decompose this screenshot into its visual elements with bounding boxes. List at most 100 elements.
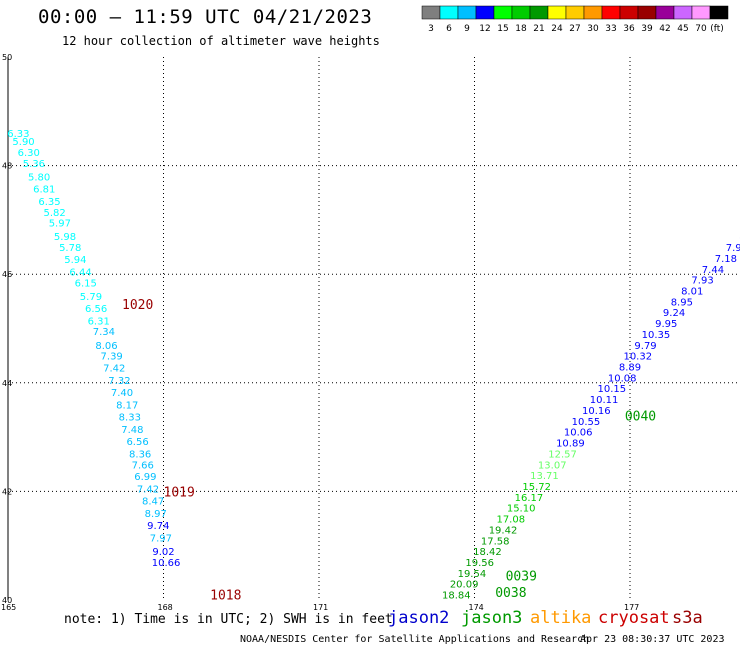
colorbar-label: 18: [515, 24, 527, 34]
swh-point-label: 6.56: [126, 437, 148, 448]
swh-point-label: 8.89: [619, 363, 641, 374]
colorbar-label: (ft): [710, 24, 724, 34]
swh-point-label: 6.56: [85, 304, 107, 315]
swh-point-label: 6.35: [38, 197, 60, 208]
y-tick-label: 42: [2, 487, 12, 496]
colorbar-label: 27: [569, 24, 580, 34]
swh-point-label: 10.11: [590, 395, 619, 406]
time-label: 0039: [506, 570, 537, 585]
colorbar-label: 21: [533, 24, 544, 34]
swh-point-label: 8.01: [681, 286, 703, 297]
swh-point-label: 10.66: [152, 558, 181, 569]
swh-point-label: 7.39: [101, 352, 123, 363]
credit-text: NOAA/NESDIS Center for Satellite Applica…: [240, 634, 590, 645]
swh-point-label: 9.95: [655, 319, 677, 330]
footer-note: note: 1) Time is in UTC; 2) SWH is in fe…: [64, 612, 393, 627]
swh-point-label: 8.95: [671, 297, 693, 308]
swh-point-label: 10.06: [564, 428, 593, 439]
swh-point-label: 13.07: [538, 460, 567, 471]
swh-point-label: 8.33: [119, 412, 141, 423]
swh-point-label: 5.97: [49, 219, 71, 230]
swh-point-label: 10.16: [582, 406, 611, 417]
swh-point-label: 10.55: [572, 417, 601, 428]
colorbar-label: 3: [428, 24, 434, 34]
swh-point-label: 13.71: [530, 471, 559, 482]
swh-point-label: 6.31: [88, 316, 110, 327]
swh-point-label: 17.08: [496, 515, 525, 526]
swh-point-label: 18.64: [434, 601, 463, 612]
swh-point-label: 5.80: [28, 172, 50, 183]
swh-point-label: 7.97: [150, 534, 172, 545]
y-tick-label: 44: [2, 379, 12, 388]
colorbar-label: 24: [551, 24, 563, 34]
swh-point-label: 10.08: [608, 373, 637, 384]
swh-point-label: 8.97: [145, 509, 167, 520]
swh-point-label: 5.36: [23, 159, 45, 170]
colorbar-label: 12: [479, 24, 490, 34]
swh-point-label: 20.09: [450, 580, 479, 591]
colorbar-label: 42: [659, 24, 670, 34]
swh-point-label: 19.42: [489, 525, 518, 536]
swh-point-label: 7.40: [111, 388, 133, 399]
chart-title: 00:00 – 11:59 UTC 04/21/2023: [38, 6, 373, 28]
swh-point-label: 18.42: [473, 547, 502, 558]
swh-point-label: 8.36: [129, 449, 151, 460]
x-tick-label: 168: [158, 603, 173, 612]
swh-point-label: 10.89: [556, 439, 585, 450]
swh-point-label: 9.02: [152, 547, 174, 558]
swh-point-label: 6.44: [69, 267, 91, 278]
colorbar-label: 9: [464, 24, 470, 34]
swh-point-label: 7.34: [93, 327, 115, 338]
swh-point-label: 15.10: [507, 504, 536, 515]
legend-jason2: jason2: [388, 608, 450, 628]
time-label: 0038: [495, 586, 526, 601]
swh-point-label: 7.18: [715, 254, 737, 265]
x-tick-label: 165: [1, 603, 16, 612]
swh-point-label: 9.79: [634, 341, 656, 352]
swh-point-label: 5.82: [44, 208, 66, 219]
swh-point-label: 8.47: [142, 497, 164, 508]
swh-point-label: 18.84: [442, 591, 471, 602]
chart-subtitle: 12 hour collection of altimeter wave hei…: [62, 34, 380, 48]
swh-point-label: 7.93: [691, 276, 713, 287]
swh-point-label: 5.90: [12, 137, 34, 148]
y-tick-label: 50: [2, 53, 12, 62]
swh-point-label: 8.06: [95, 341, 117, 352]
swh-point-label: 9.74: [147, 521, 169, 532]
x-tick-label: 174: [469, 603, 484, 612]
x-tick-label: 177: [624, 603, 639, 612]
swh-point-label: 7.9: [726, 243, 740, 254]
swh-point-label: 7.48: [121, 425, 143, 436]
colorbar-label: 39: [641, 24, 653, 34]
legend-jason3: jason3: [461, 608, 523, 628]
colorbar-label: 6: [446, 24, 452, 34]
colorbar-label: 70: [695, 24, 707, 34]
colorbar-label: 33: [605, 24, 616, 34]
swh-point-label: 10.32: [623, 352, 652, 363]
swh-point-label: 6.81: [33, 184, 55, 195]
swh-point-label: 10.35: [642, 330, 671, 341]
time-label: 1020: [122, 298, 153, 313]
colorbar-label: 36: [623, 24, 635, 34]
swh-point-label: 19.56: [465, 558, 494, 569]
swh-point-label: 17.58: [481, 536, 510, 547]
swh-point-label: 9.24: [663, 308, 685, 319]
swh-point-label: 5.79: [80, 292, 102, 303]
y-tick-label: 40: [2, 596, 12, 605]
swh-point-label: 5.94: [64, 255, 86, 266]
swh-point-label: 15.72: [522, 482, 551, 493]
colorbar-swatch: [709, 5, 729, 20]
time-label: 0040: [625, 409, 656, 424]
legend-s3a: s3a: [672, 608, 703, 628]
legend-cryosat: cryosat: [598, 608, 670, 628]
swh-point-label: 6.33: [7, 129, 29, 140]
time-label: 1018: [210, 589, 241, 604]
swh-point-label: 6.30: [18, 148, 40, 159]
time-label: 1019: [164, 485, 195, 500]
swh-point-label: 7.66: [132, 460, 154, 471]
legend-altika: altika: [530, 608, 592, 628]
x-tick-label: 171: [313, 603, 328, 612]
swh-point-label: 6.99: [134, 472, 156, 483]
colorbar-label: 45: [677, 24, 688, 34]
